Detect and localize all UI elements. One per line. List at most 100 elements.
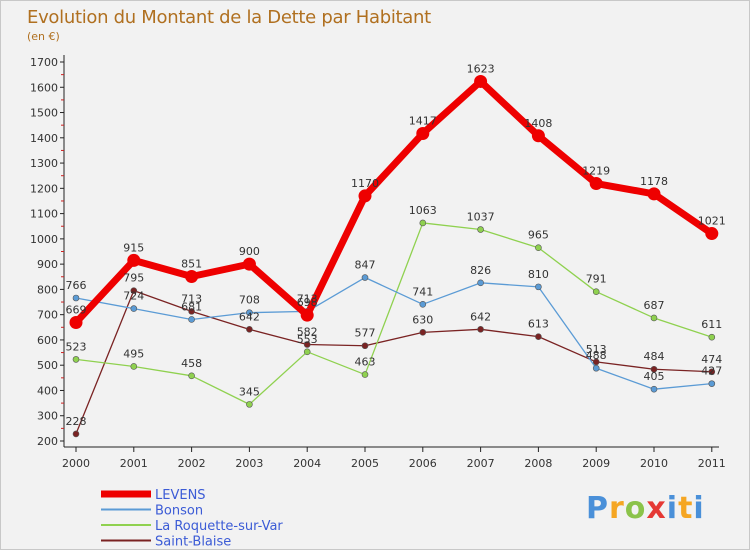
data-label: 724 xyxy=(123,290,144,303)
data-label: 228 xyxy=(66,415,87,428)
data-point xyxy=(477,326,484,333)
data-point xyxy=(69,315,83,329)
data-point xyxy=(419,329,427,336)
x-tick-label: 2007 xyxy=(467,457,495,470)
data-label: 708 xyxy=(239,294,260,307)
data-point xyxy=(650,365,658,373)
chart-unit: (en €) xyxy=(27,30,60,43)
data-point xyxy=(474,74,488,88)
data-point xyxy=(361,342,369,350)
y-tick-label: 400 xyxy=(37,384,58,397)
x-tick-label: 2011 xyxy=(698,457,726,470)
data-label: 611 xyxy=(701,318,722,331)
data-point xyxy=(188,316,195,323)
y-tick-label: 1500 xyxy=(30,107,58,120)
data-point xyxy=(705,227,719,241)
data-point xyxy=(72,356,80,363)
data-point xyxy=(419,219,427,227)
data-label: 698 xyxy=(297,296,318,309)
data-label: 1037 xyxy=(467,211,495,224)
data-label: 405 xyxy=(644,370,665,383)
proxiti-logo: Proxiti xyxy=(586,491,705,526)
y-tick-label: 700 xyxy=(37,309,58,322)
data-label: 713 xyxy=(297,292,318,305)
data-label: 1408 xyxy=(524,117,552,130)
data-label: 642 xyxy=(239,310,260,323)
x-tick-label: 2001 xyxy=(120,457,148,470)
chart-title: Evolution du Montant de la Dette par Hab… xyxy=(27,7,431,28)
y-tick-label: 1400 xyxy=(30,132,58,145)
data-label: 1417 xyxy=(409,115,437,128)
y-tick-label: 1300 xyxy=(30,157,58,170)
data-point xyxy=(72,430,80,438)
data-point xyxy=(246,401,253,408)
data-point xyxy=(130,305,138,312)
x-tick-label: 2003 xyxy=(235,457,263,470)
data-point xyxy=(708,380,716,387)
y-tick-label: 600 xyxy=(37,334,58,347)
data-label: 900 xyxy=(239,245,260,258)
y-tick-label: 200 xyxy=(37,435,58,448)
x-tick-label: 2008 xyxy=(524,457,552,470)
data-point xyxy=(416,127,430,141)
data-point xyxy=(127,253,141,267)
legend-label: LEVENS xyxy=(155,488,206,503)
data-label: 642 xyxy=(470,310,491,323)
data-label: 630 xyxy=(412,313,433,326)
data-label: 741 xyxy=(412,285,433,298)
data-label: 513 xyxy=(586,343,607,356)
data-label: 681 xyxy=(181,300,202,313)
data-label: 687 xyxy=(644,299,665,312)
data-point xyxy=(130,363,138,370)
data-label: 965 xyxy=(528,229,549,242)
data-point xyxy=(361,274,369,281)
data-label: 488 xyxy=(586,349,607,362)
data-point xyxy=(531,129,545,143)
y-tick-label: 500 xyxy=(37,359,58,372)
data-label: 713 xyxy=(181,292,202,305)
data-point xyxy=(589,177,603,191)
data-label: 463 xyxy=(355,356,376,369)
series-line xyxy=(72,77,716,326)
y-tick-label: 1700 xyxy=(30,56,58,69)
data-point xyxy=(246,326,253,333)
data-point xyxy=(246,309,253,316)
y-tick-label: 900 xyxy=(37,258,58,271)
data-point xyxy=(361,371,369,378)
series-line xyxy=(75,290,713,435)
x-tick-label: 2009 xyxy=(582,457,610,470)
data-point xyxy=(188,372,195,380)
data-label: 766 xyxy=(66,279,87,292)
data-label: 427 xyxy=(701,365,722,378)
data-point xyxy=(419,301,427,308)
y-tick-label: 1200 xyxy=(30,182,58,195)
series-line xyxy=(75,276,713,390)
data-label: 810 xyxy=(528,268,549,281)
y-tick-label: 800 xyxy=(37,283,58,296)
x-tick-label: 2000 xyxy=(62,457,90,470)
data-label: 669 xyxy=(66,303,87,316)
data-point xyxy=(242,257,256,271)
y-tick-label: 1000 xyxy=(30,233,58,246)
data-label: 577 xyxy=(355,327,376,340)
data-point xyxy=(708,333,716,341)
data-label: 851 xyxy=(181,258,202,271)
data-label: 1178 xyxy=(640,175,668,188)
data-point xyxy=(72,294,80,302)
data-point xyxy=(185,270,199,284)
data-point xyxy=(303,341,311,348)
x-tick-label: 2004 xyxy=(293,457,321,470)
data-point xyxy=(477,226,484,233)
data-label: 791 xyxy=(586,273,607,286)
data-point xyxy=(592,288,600,295)
data-point xyxy=(592,364,600,372)
data-label: 613 xyxy=(528,318,549,331)
data-label: 795 xyxy=(123,272,144,285)
legend-label: Bonson xyxy=(155,504,203,519)
series-line xyxy=(75,222,713,406)
legend-label: Saint-Blaise xyxy=(155,535,231,550)
data-point xyxy=(535,283,542,291)
data-point xyxy=(650,314,658,322)
y-tick-label: 1100 xyxy=(30,208,58,221)
data-point xyxy=(708,368,716,376)
